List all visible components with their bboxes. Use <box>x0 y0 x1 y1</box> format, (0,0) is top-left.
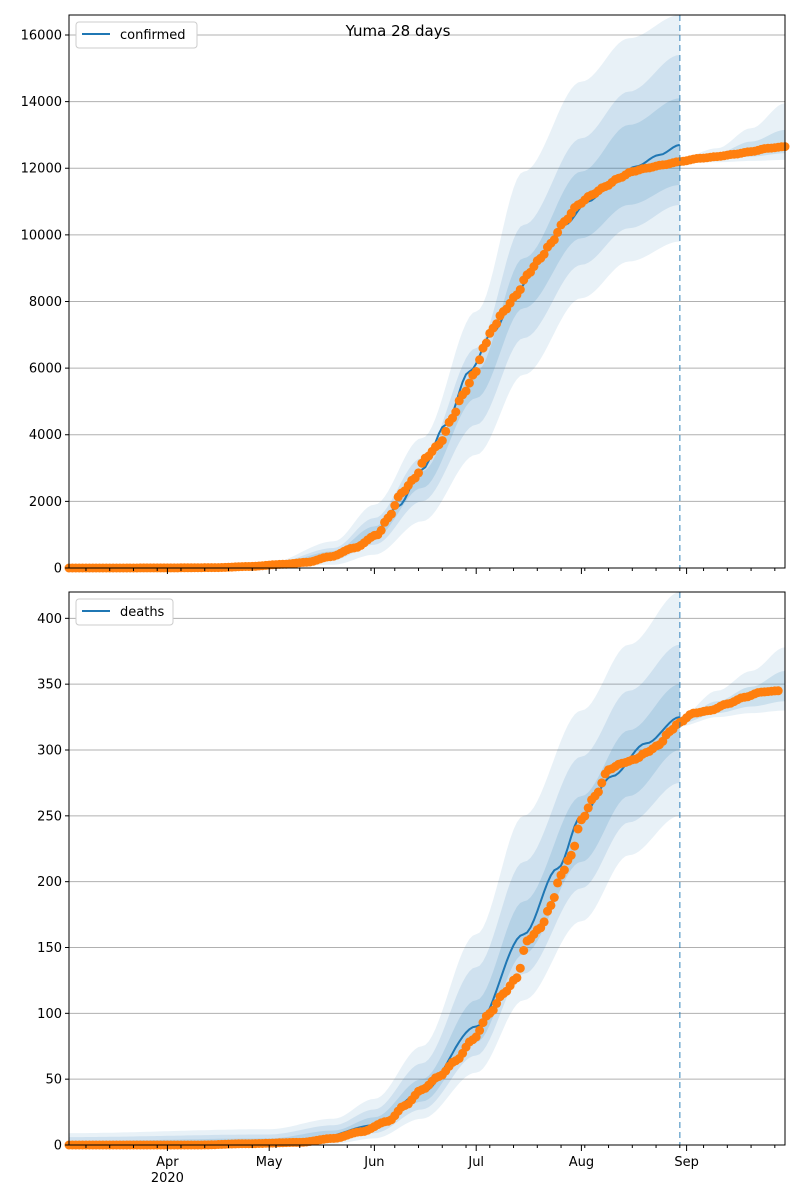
observed-point <box>441 426 451 436</box>
deaths-observed-points <box>64 686 783 1150</box>
confirmed-legend: confirmed <box>75 21 198 49</box>
confirmed-x-axis <box>85 568 776 574</box>
observed-point <box>583 803 593 813</box>
confirmed-observed-points <box>64 142 790 573</box>
x-tick-label: Jul <box>467 1155 484 1170</box>
observed-point <box>549 893 559 902</box>
observed-point <box>376 525 386 535</box>
y-tick-label: 10000 <box>21 228 62 243</box>
y-tick-label: 50 <box>45 1073 62 1088</box>
y-tick-label: 4000 <box>29 428 62 443</box>
y-tick-label: 150 <box>37 941 62 956</box>
x-tick-label: Jun <box>363 1155 384 1170</box>
y-tick-label: 8000 <box>29 295 62 310</box>
observed-point <box>390 501 400 510</box>
y-tick-label: 2000 <box>29 495 62 510</box>
y-tick-label: 400 <box>37 612 62 627</box>
observed-point <box>492 319 502 329</box>
observed-point <box>437 436 447 446</box>
observed-point <box>546 900 556 910</box>
observed-point <box>515 963 525 973</box>
legend-box <box>75 598 174 626</box>
confirmed-y-axis: 0 2000 4000 6000 8000 10000 12000 14000 16000 <box>21 28 69 577</box>
observed-point <box>597 778 607 788</box>
observed-point <box>573 824 583 834</box>
observed-point <box>570 841 580 851</box>
observed-point <box>580 811 590 821</box>
observed-point <box>566 850 576 860</box>
observed-point <box>475 355 485 365</box>
y-tick-label: 14000 <box>21 95 62 110</box>
observed-point <box>549 235 559 245</box>
y-tick-label: 12000 <box>21 162 62 177</box>
observed-point <box>553 227 563 237</box>
observed-point <box>481 338 491 348</box>
uncertainty-band-outer <box>69 15 680 568</box>
deaths-panel: 0 50 100 150 200 250 300 350 400 Apr May Jun Jul Aug… <box>37 591 786 1186</box>
x-year-label: 2020 <box>151 1171 184 1186</box>
observed-point <box>519 946 529 955</box>
observed-point <box>512 973 522 983</box>
legend-box <box>75 21 198 49</box>
observed-point <box>464 378 474 388</box>
observed-point <box>773 686 783 696</box>
deaths-axes-frame <box>68 591 786 1146</box>
y-tick-label: 0 <box>54 1139 62 1154</box>
observed-point <box>539 249 549 259</box>
observed-point <box>515 285 525 295</box>
observed-point <box>488 1005 498 1015</box>
observed-point <box>414 468 423 478</box>
y-tick-label: 250 <box>37 809 62 824</box>
observed-point <box>386 509 396 519</box>
deaths-x-axis: Apr May Jun Jul Aug Sep 2020 <box>85 1145 776 1186</box>
confirmed-axes-frame <box>68 14 786 569</box>
deaths-legend: deaths <box>75 598 174 626</box>
y-tick-label: 16000 <box>21 28 62 43</box>
y-tick-label: 350 <box>37 678 62 693</box>
observed-point <box>559 865 569 875</box>
observed-point <box>451 407 461 417</box>
legend-label-deaths: deaths <box>120 605 165 620</box>
legend-label-confirmed: confirmed <box>120 28 186 43</box>
deaths-y-axis: 0 50 100 150 200 250 300 350 400 <box>37 612 69 1154</box>
x-tick-label: Sep <box>674 1155 699 1170</box>
x-tick-label: May <box>256 1155 283 1170</box>
x-tick-label: Aug <box>569 1155 594 1170</box>
confirmed-panel: 0 2000 4000 6000 8000 10000 12000 14000 16000 Yu… <box>21 14 790 577</box>
observed-point <box>492 999 502 1008</box>
y-tick-label: 100 <box>37 1007 62 1022</box>
y-tick-label: 300 <box>37 744 62 759</box>
uncertainty-band-middle <box>69 55 680 568</box>
x-tick-label: Apr <box>156 1155 179 1170</box>
observed-point <box>471 367 481 376</box>
observed-point <box>553 878 563 888</box>
observed-point <box>539 917 549 927</box>
y-tick-label: 6000 <box>29 362 62 377</box>
observed-point <box>461 386 471 396</box>
uncertainty-band-inner <box>69 98 680 569</box>
observed-point <box>593 787 603 797</box>
chart-title: Yuma 28 days <box>345 22 451 40</box>
y-tick-label: 200 <box>37 875 62 890</box>
observed-point <box>475 1025 485 1035</box>
y-tick-label: 0 <box>54 562 62 577</box>
